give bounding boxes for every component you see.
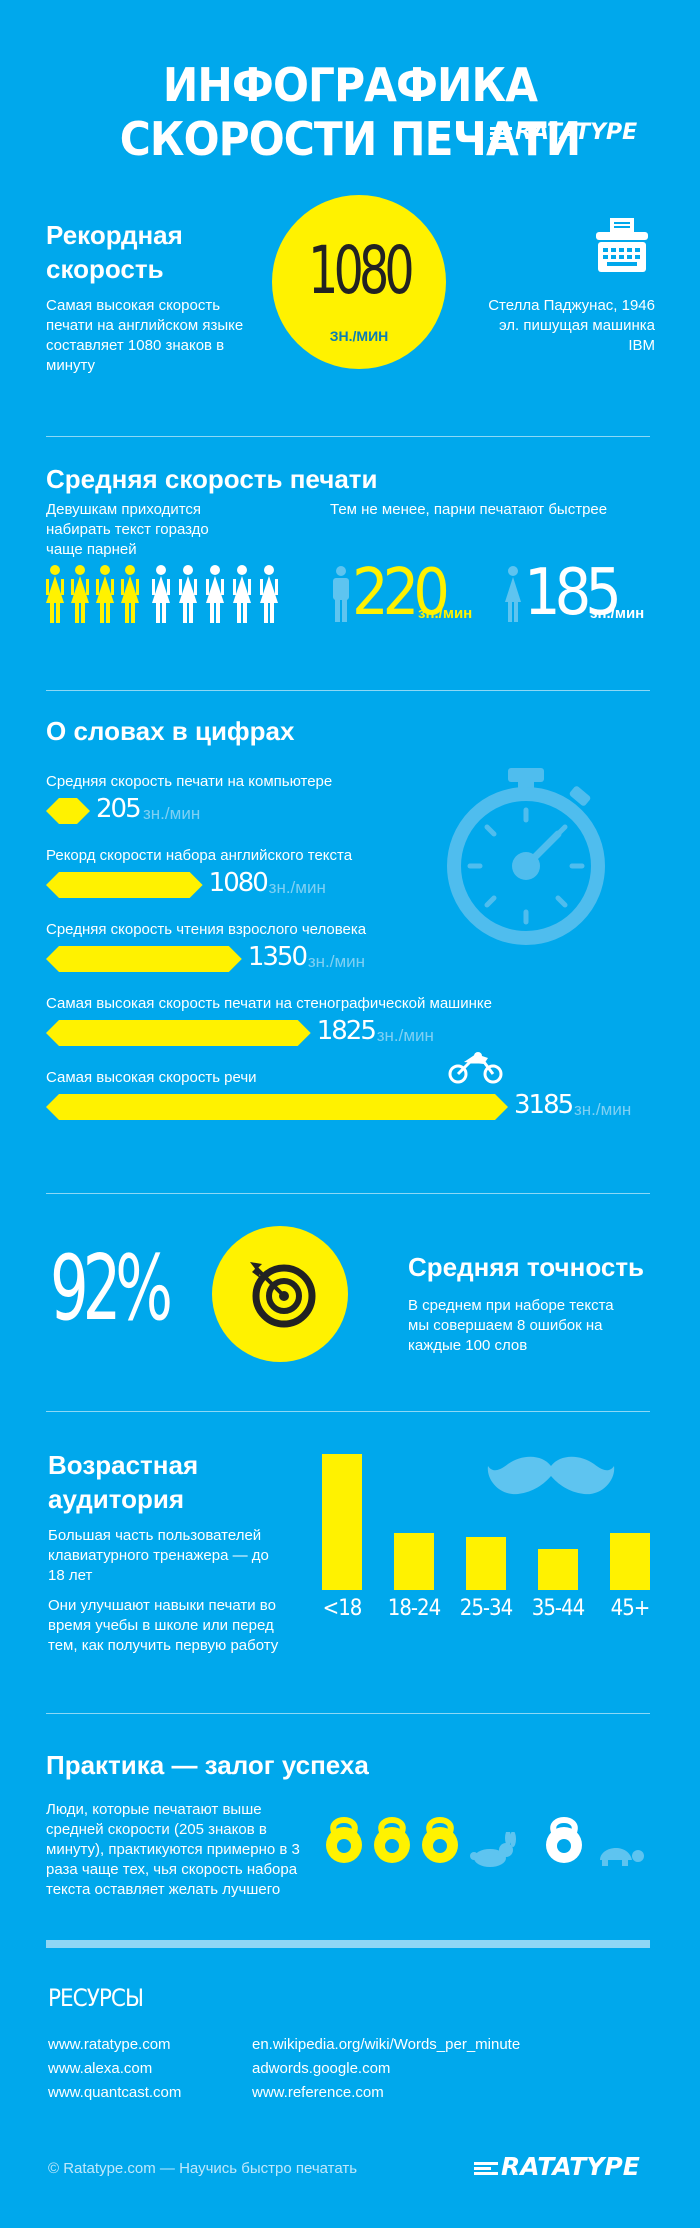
mustache-icon: [487, 1456, 615, 1495]
record-text: Самая высокая скорость печати на английс…: [46, 297, 244, 374]
person-female-icon: [152, 565, 170, 623]
age-bar-label: <18: [322, 1596, 363, 1621]
accuracy-text: В среднем при наборе текста мы совершаем…: [408, 1297, 614, 1354]
age-bar: [466, 1536, 506, 1590]
age-text-1: Большая часть пользователей клавиатурног…: [48, 1527, 269, 1584]
words-item-label: Рекорд скорости набора английского текст…: [46, 847, 353, 864]
resource-link[interactable]: adwords.google.com: [252, 2060, 391, 2077]
target-icon: [250, 1262, 316, 1328]
kettlebell-icon: [374, 1817, 410, 1863]
average-left-text: Девушкам приходится набирать текст гораз…: [46, 501, 209, 558]
words-bar-value: 1825: [316, 1016, 377, 1046]
record-unit: ЗН./МИН: [329, 328, 389, 344]
kettlebell-icon: [326, 1817, 362, 1863]
resource-link[interactable]: www.reference.com: [252, 2084, 384, 2101]
person-female-icon: [71, 565, 89, 623]
typewriter-icon: [596, 218, 648, 272]
record-heading: Рекордная скорость: [46, 220, 183, 284]
people-row: [44, 565, 284, 625]
person-female-icon: [206, 565, 224, 623]
person-female-icon: [260, 565, 278, 623]
resource-link[interactable]: www.ratatype.com: [48, 2036, 171, 2053]
age-bar-label: 35-44: [531, 1596, 586, 1621]
divider: [46, 1411, 650, 1412]
practice-text: Люди, которые печатают выше средней скор…: [46, 1801, 300, 1898]
person-female-icon: [46, 565, 64, 623]
accuracy-value: 92%: [50, 1236, 173, 1341]
words-bar: [46, 946, 242, 972]
section-divider-bar: [46, 1940, 650, 1948]
age-bar: [610, 1532, 650, 1590]
motorcycle-icon: [448, 1052, 503, 1084]
female-icon: [505, 566, 521, 622]
person-female-icon: [179, 565, 197, 623]
stopwatch-icon: [447, 768, 605, 945]
practice-heading: Практика — залог успеха: [46, 1750, 369, 1780]
words-bar: [46, 1020, 311, 1046]
words-bar-unit: зн./мин: [268, 878, 326, 897]
words-item-label: Самая высокая скорость речи: [46, 1069, 257, 1086]
resource-link[interactable]: en.wikipedia.org/wiki/Words_per_minute: [252, 2036, 521, 2053]
person-female-icon: [233, 565, 251, 623]
record-caption: Стелла Паджунас, 1946 эл. пишущая машинк…: [488, 297, 655, 354]
age-bar-label: 25-34: [459, 1596, 514, 1621]
words-item-label: Средняя скорость печати на компьютере: [46, 773, 333, 790]
record-value: 1080: [308, 232, 414, 309]
words-bar-unit: зн./мин: [376, 1026, 434, 1045]
age-chart: <18 18-24 25-34 35-44 45+: [296, 1450, 686, 1640]
record-circle: [272, 195, 446, 369]
words-item-label: Средняя скорость чтения взрослого челове…: [46, 921, 367, 938]
person-female-icon: [96, 565, 114, 623]
person-female-icon: [121, 565, 139, 623]
female-unit: зн./мин: [590, 605, 645, 622]
male-unit: зн./мин: [418, 605, 473, 622]
accuracy-heading: Средняя точность: [408, 1252, 645, 1282]
kettlebell-icon: [546, 1817, 582, 1863]
average-heading: Средняя скорость печати: [46, 464, 378, 494]
kettlebell-icon: [422, 1817, 458, 1863]
male-value: 220: [352, 556, 450, 630]
logo-text: RATATYPE: [501, 2152, 640, 2181]
words-bar-value: 205: [96, 794, 142, 824]
words-bar-unit: зн./мин: [574, 1100, 632, 1119]
words-heading: О словах в цифрах: [46, 716, 295, 746]
female-value: 185: [524, 556, 622, 630]
footer-logo[interactable]: RATATYPE: [474, 2152, 640, 2181]
logo-text: RATATYPE: [515, 120, 638, 145]
age-bar: [394, 1532, 434, 1590]
words-item-label: Самая высокая скорость печати на стеногр…: [46, 995, 492, 1012]
logo-mark-icon: [490, 125, 512, 142]
words-bar-value: 3185: [514, 1090, 574, 1120]
logo-mark-icon: [474, 2160, 498, 2177]
average-right-text: Тем не менее, парни печатают быстрее: [330, 501, 608, 518]
words-bar-value: 1080: [208, 868, 269, 898]
resource-link[interactable]: www.alexa.com: [48, 2060, 153, 2077]
age-bar-label: 18-24: [387, 1596, 442, 1621]
age-heading: Возрастная аудитория: [48, 1450, 199, 1514]
rabbit-icon: [470, 1832, 516, 1867]
words-bar-unit: зн./мин: [143, 804, 201, 823]
header-logo[interactable]: RATATYPE: [490, 120, 637, 145]
words-bar: [46, 798, 90, 824]
words-bar: [46, 1094, 508, 1120]
page-title: ИНФОГРАФИКА СКОРОСТИ ПЕЧАТИ: [119, 58, 581, 166]
resources-heading: РЕСУРСЫ: [48, 1984, 144, 2012]
divider: [46, 690, 650, 691]
age-bar-label: 45+: [610, 1596, 651, 1621]
turtle-icon: [600, 1847, 644, 1866]
footer-copyright: © Ratatype.com — Научись быстро печатать: [48, 2160, 358, 2177]
age-bar: [322, 1454, 362, 1590]
resource-link[interactable]: www.quantcast.com: [48, 2084, 182, 2101]
words-bar-unit: зн./мин: [307, 952, 366, 971]
age-text-2: Они улучшают навыки печати во время учеб…: [48, 1597, 279, 1654]
male-icon: [333, 566, 349, 622]
words-bar: [46, 872, 203, 898]
divider: [46, 436, 650, 437]
divider: [46, 1713, 650, 1714]
age-bar: [538, 1549, 578, 1590]
words-bar-value: 1350: [247, 942, 308, 972]
divider: [46, 1193, 650, 1194]
